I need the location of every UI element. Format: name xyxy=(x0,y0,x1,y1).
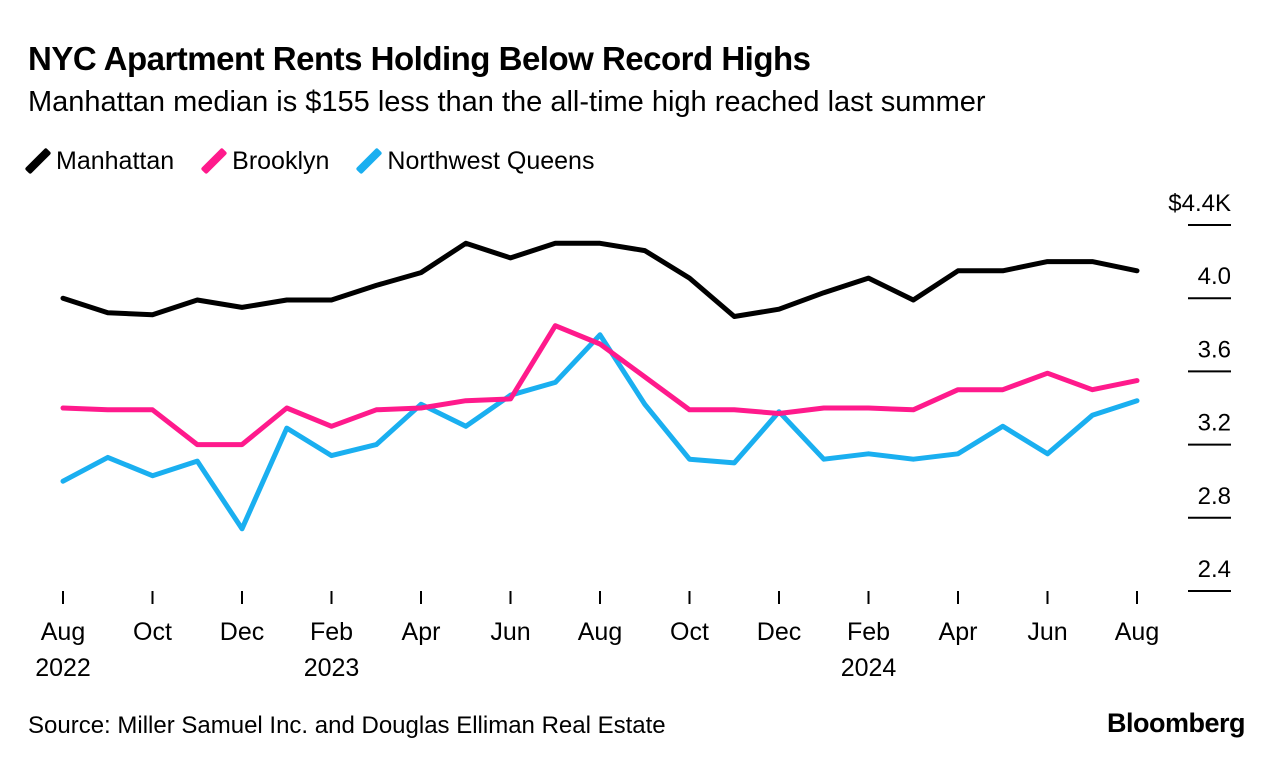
x-tick-label: Aug xyxy=(578,618,622,646)
x-tick-label: Oct xyxy=(133,618,172,646)
y-tick-label: 3.2 xyxy=(1198,410,1231,437)
x-tick-label: Dec xyxy=(220,618,264,646)
chart-title: NYC Apartment Rents Holding Below Record… xyxy=(28,40,811,77)
x-tick-label: Jun xyxy=(1027,618,1067,646)
x-tick-label: Aug xyxy=(1115,618,1159,646)
y-tick-label: 2.8 xyxy=(1198,483,1231,510)
x-tick-label: Apr xyxy=(939,618,978,646)
y-tick-label: 3.6 xyxy=(1198,336,1231,363)
bloomberg-logo: Bloomberg xyxy=(1106,708,1246,738)
x-tick-label: Aug xyxy=(41,618,85,646)
y-tick-label: 4.0 xyxy=(1198,263,1231,290)
legend-label-brooklyn: Brooklyn xyxy=(232,146,330,175)
y-tick-label: 2.4 xyxy=(1198,556,1231,583)
x-tick-label: Feb xyxy=(310,618,353,646)
legend-label-northwest-queens: Northwest Queens xyxy=(387,146,595,175)
x-tick-label: Jun xyxy=(490,618,530,646)
y-tick-label: $4.4K xyxy=(1168,190,1231,217)
x-tick-label: Dec xyxy=(757,618,801,646)
series-line-brooklyn xyxy=(60,323,1140,448)
legend-item-northwest-queens: Northwest Queens xyxy=(355,146,595,176)
legend-item-manhattan: Manhattan xyxy=(24,146,175,176)
source-note: Source: Miller Samuel Inc. and Douglas E… xyxy=(28,712,666,739)
series-line-manhattan xyxy=(60,240,1140,319)
chart-subtitle: Manhattan median is $155 less than the a… xyxy=(28,86,986,118)
legend: Manhattan Brooklyn Northwest Queens xyxy=(24,146,624,176)
x-tick-label: Oct xyxy=(670,618,709,646)
x-tick-label: Feb xyxy=(847,618,890,646)
x-tick-label: Apr xyxy=(402,618,441,646)
series-line-northwest-queens xyxy=(60,332,1140,532)
legend-label-manhattan: Manhattan xyxy=(56,146,175,175)
legend-item-brooklyn: Brooklyn xyxy=(200,146,330,176)
x-tick-year-label: 2022 xyxy=(35,654,91,682)
x-tick-year-label: 2023 xyxy=(304,654,360,682)
x-tick-year-label: 2024 xyxy=(841,654,897,682)
